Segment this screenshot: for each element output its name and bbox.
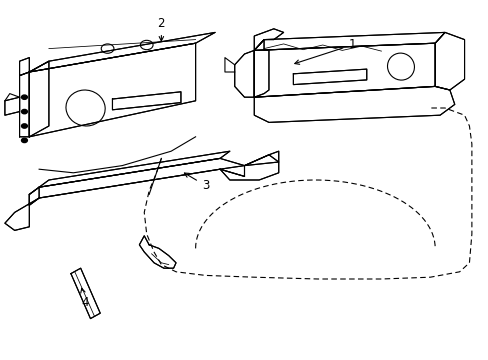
- Text: 2: 2: [157, 17, 165, 41]
- Polygon shape: [29, 32, 215, 72]
- Polygon shape: [234, 50, 254, 97]
- Polygon shape: [139, 236, 176, 268]
- Polygon shape: [39, 151, 229, 187]
- Polygon shape: [254, 43, 434, 97]
- Polygon shape: [5, 187, 39, 230]
- Polygon shape: [254, 86, 454, 122]
- Polygon shape: [293, 69, 366, 85]
- Polygon shape: [254, 32, 444, 50]
- Circle shape: [101, 44, 114, 53]
- Text: 4: 4: [81, 288, 89, 309]
- Polygon shape: [20, 72, 29, 137]
- Polygon shape: [434, 32, 464, 90]
- Ellipse shape: [66, 90, 105, 126]
- Circle shape: [21, 109, 27, 114]
- Polygon shape: [244, 151, 278, 166]
- Circle shape: [21, 138, 27, 143]
- Polygon shape: [5, 97, 20, 115]
- Circle shape: [21, 124, 27, 128]
- Polygon shape: [112, 92, 181, 110]
- Text: 3: 3: [184, 173, 209, 192]
- Circle shape: [21, 95, 27, 99]
- Circle shape: [140, 40, 153, 50]
- Polygon shape: [220, 155, 278, 180]
- Polygon shape: [254, 29, 283, 50]
- Polygon shape: [254, 40, 268, 97]
- Polygon shape: [29, 61, 49, 137]
- Polygon shape: [20, 58, 29, 76]
- Text: 1: 1: [294, 39, 355, 64]
- Polygon shape: [71, 268, 100, 319]
- Ellipse shape: [386, 53, 414, 80]
- Polygon shape: [29, 43, 195, 137]
- Polygon shape: [29, 158, 244, 205]
